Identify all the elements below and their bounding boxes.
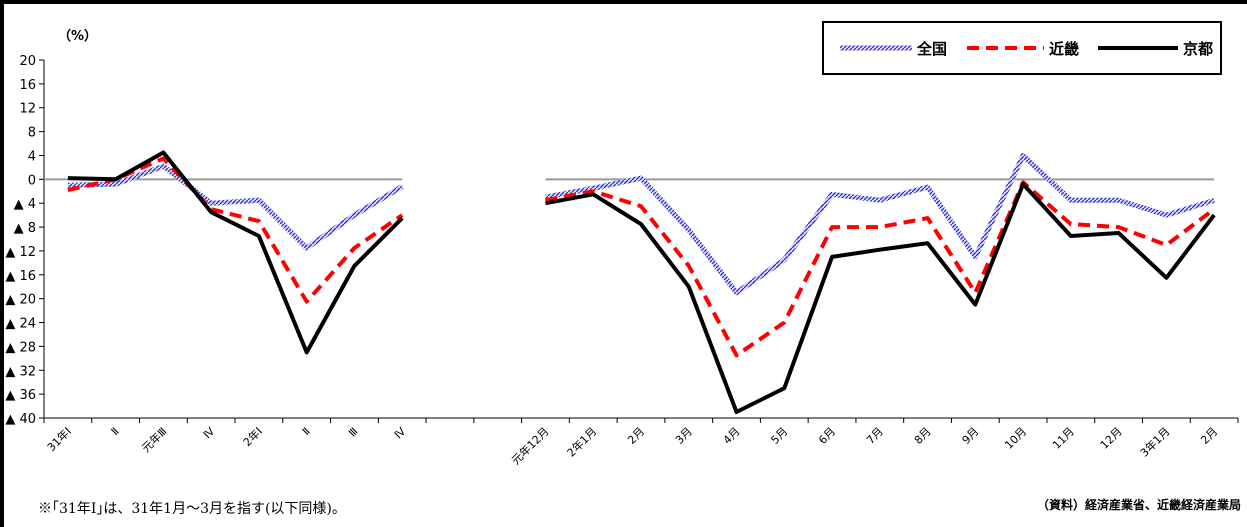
series-line-全国	[545, 153, 1215, 296]
y-tick-label: 20	[19, 54, 36, 69]
x-tick-label: Ⅳ	[201, 424, 218, 441]
legend: 全国 近畿 京都	[822, 21, 1222, 75]
series-line-近畿	[545, 180, 1216, 358]
footnote: ※｢31年Ⅰ｣は、31年1月～3月を指す(以下同様)。	[38, 501, 346, 517]
y-tick-label: ▲ 12	[5, 245, 36, 260]
y-tick-label: ▲ 28	[5, 340, 36, 355]
series-line-京都	[67, 150, 404, 355]
x-tick-label: Ⅱ	[109, 425, 122, 438]
y-tick-label: 12	[19, 102, 36, 117]
x-tick-label: 31年Ⅰ	[44, 424, 74, 454]
x-tick-label: 元年12月	[508, 424, 551, 467]
y-tick-label: ▲ 40	[5, 412, 36, 427]
series-line-全国-under	[545, 153, 1215, 296]
axes: 20 16 12 8 4 0 ▲ 4 ▲ 8 ▲ 12 ▲ 16 ▲ 20 ▲ 24 ▲ 28 ▲ 32 ▲…	[5, 28, 1239, 467]
x-tick-label: Ⅱ	[300, 425, 313, 438]
x-tick-label: 12月	[1098, 425, 1125, 452]
x-tick-label: 2月	[1198, 425, 1220, 447]
x-tick-label: 7月	[864, 425, 886, 447]
y-tick-label: ▲ 8	[14, 221, 36, 236]
x-tick-label: 3月	[673, 425, 695, 447]
x-tick-label: 2年Ⅰ	[240, 424, 265, 449]
source-note: （資料）経済産業省、近畿経済産業局	[1036, 498, 1241, 512]
x-tick-label: 6月	[816, 425, 838, 447]
x-tick-label: 2年1月	[564, 424, 599, 459]
y-tick-label: ▲ 4	[14, 197, 36, 212]
legend-label-近畿: 近畿	[1049, 40, 1079, 58]
y-tick-label: ▲ 24	[5, 317, 36, 332]
y-tick-label: ▲ 16	[5, 269, 36, 284]
x-tick-label: 5月	[768, 425, 790, 447]
x-tick-label: Ⅲ	[346, 425, 361, 440]
y-tick-label: ▲ 20	[5, 293, 36, 308]
series-line-京都	[545, 182, 1216, 414]
x-tick-label: 9月	[960, 425, 982, 447]
x-tick-label: 元年Ⅲ	[139, 424, 170, 455]
y-tick-label: ▲ 32	[5, 364, 36, 379]
x-tick-label: 3年1月	[1137, 424, 1172, 459]
legend-label-京都: 京都	[1183, 40, 1213, 58]
series-line-全国	[67, 163, 404, 251]
y-tick-label: 0	[28, 173, 36, 188]
x-tick-label: 2月	[625, 425, 647, 447]
x-tick-label: 4月	[721, 425, 743, 447]
x-tick-label: 8月	[912, 425, 934, 447]
series-group	[67, 150, 1216, 414]
y-tick-label: 16	[19, 78, 36, 93]
x-tick-label: 11月	[1050, 425, 1077, 452]
y-tick-label: 8	[28, 126, 36, 141]
y-tick-label: 4	[28, 149, 36, 164]
legend-label-全国: 全国	[916, 40, 947, 58]
x-tick-label: Ⅳ	[392, 424, 409, 441]
x-tick-label: 10月	[1002, 425, 1029, 452]
y-tick-label: ▲ 36	[5, 388, 36, 403]
y-unit-label: （%）	[58, 28, 97, 44]
